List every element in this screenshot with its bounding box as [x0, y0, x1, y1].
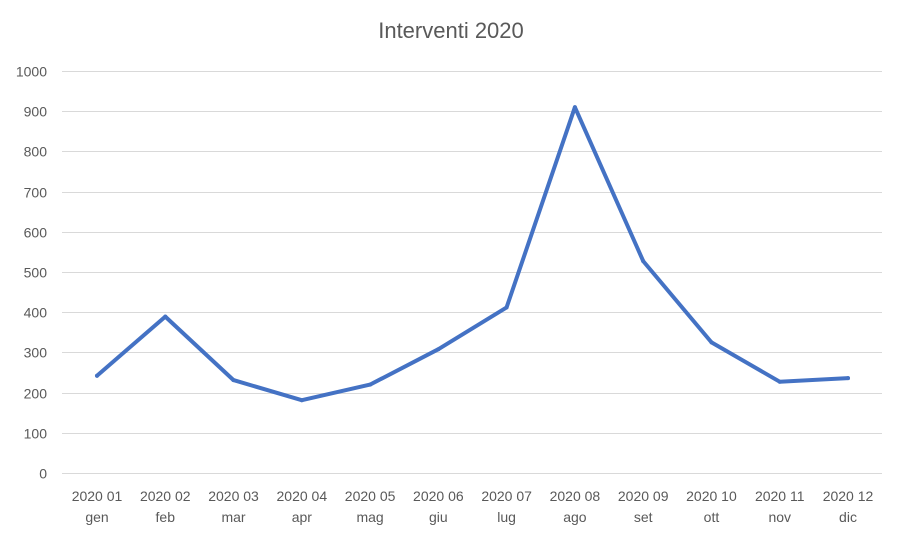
x-tick-label-month: giu — [429, 509, 448, 525]
x-tick-label-month: mag — [356, 509, 383, 525]
x-tick-label-period: 2020 11 — [755, 488, 805, 504]
x-tick-label-month: mar — [221, 509, 245, 525]
x-tick-label-period: 2020 02 — [140, 488, 191, 504]
y-tick-label: 600 — [24, 225, 48, 241]
y-tick-label: 400 — [24, 305, 48, 321]
x-tick-label-period: 2020 09 — [618, 488, 669, 504]
series-lines — [95, 105, 850, 403]
x-tick-label-period: 2020 08 — [550, 488, 601, 504]
data-point — [777, 379, 782, 384]
data-point — [504, 305, 509, 310]
data-point — [368, 382, 373, 387]
x-tick-label-month: gen — [85, 509, 108, 525]
y-axis-tick-labels: 0 100 200 300 400 500 600 700 800 900 1000 — [16, 64, 47, 482]
x-tick-label-month: feb — [156, 509, 176, 525]
x-tick-label-period: 2020 07 — [481, 488, 532, 504]
y-tick-label: 0 — [39, 466, 47, 482]
x-tick-label-month: ott — [704, 509, 720, 525]
x-tick-label-month: nov — [768, 509, 791, 525]
data-point — [572, 105, 577, 110]
y-tick-label: 1000 — [16, 64, 47, 80]
x-tick-label-period: 2020 04 — [277, 488, 328, 504]
x-tick-label-month: set — [634, 509, 653, 525]
x-tick-label-month: ago — [563, 509, 587, 525]
x-tick-label-period: 2020 01 — [72, 488, 123, 504]
data-point — [846, 376, 850, 381]
data-point — [231, 378, 236, 383]
x-tick-label-month: dic — [839, 509, 857, 525]
x-tick-label-period: 2020 10 — [686, 488, 737, 504]
y-tick-label: 200 — [24, 386, 48, 402]
y-tick-label: 800 — [24, 144, 48, 160]
x-tick-label-period: 2020 05 — [345, 488, 396, 504]
x-tick-label-period: 2020 12 — [823, 488, 874, 504]
x-tick-label-month: lug — [497, 509, 516, 525]
x-tick-label-month: apr — [292, 509, 313, 525]
y-tick-label: 300 — [24, 345, 48, 361]
y-tick-label: 700 — [24, 185, 48, 201]
x-tick-label-period: 2020 03 — [208, 488, 259, 504]
data-point — [641, 259, 646, 264]
data-point — [95, 373, 99, 378]
chart-title: Interventi 2020 — [378, 18, 524, 43]
data-point — [709, 340, 714, 345]
data-point — [299, 398, 304, 403]
grid-lines — [62, 71, 882, 474]
x-tick-label-period: 2020 06 — [413, 488, 464, 504]
x-axis-tick-labels: 2020 01 gen 2020 02 feb 2020 03 mar 2020 04 apr… — [72, 488, 874, 525]
data-point — [163, 314, 168, 319]
y-tick-label: 100 — [24, 426, 48, 442]
y-tick-label: 500 — [24, 265, 48, 281]
y-tick-label: 900 — [24, 104, 48, 120]
series-line-0 — [95, 105, 850, 403]
data-point — [436, 347, 441, 352]
